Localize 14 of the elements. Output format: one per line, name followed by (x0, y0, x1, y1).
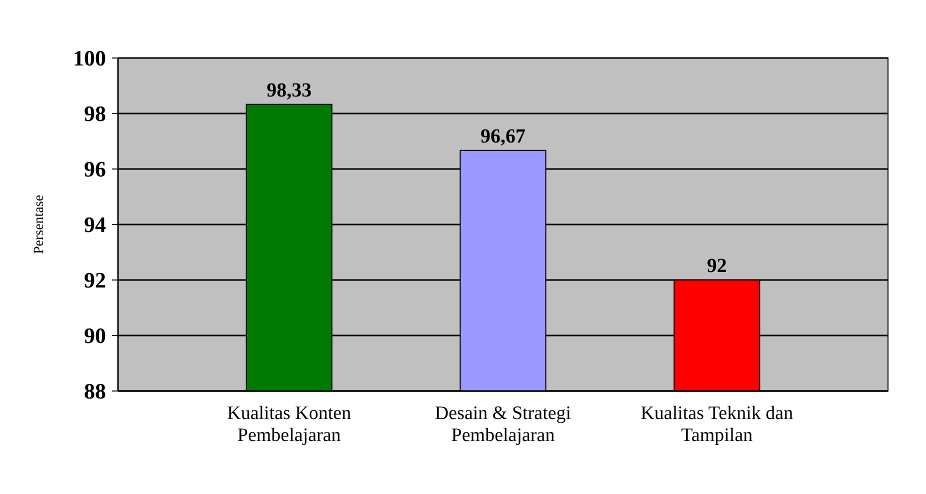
y-tick-label: 94 (84, 212, 106, 238)
y-tick-label: 100 (73, 46, 106, 71)
x-tick-label: Kualitas Konten Pembelajaran (227, 403, 352, 446)
y-tick-label: 96 (84, 156, 106, 182)
data-label: 98,33 (266, 79, 312, 102)
x-tick-label: Desain & Strategi Pembelajaran (434, 403, 572, 446)
data-label: 96,67 (480, 125, 526, 148)
y-tick-label: 88 (84, 378, 106, 404)
data-label: 92 (706, 255, 727, 277)
y-tick-label: 90 (84, 323, 106, 348)
x-tick-label: Kualitas Teknik dan Tampilan (640, 403, 794, 446)
y-tick-label: 98 (84, 101, 106, 126)
y-axis-title: Persentase (32, 194, 47, 254)
y-tick-label: 92 (84, 268, 106, 293)
